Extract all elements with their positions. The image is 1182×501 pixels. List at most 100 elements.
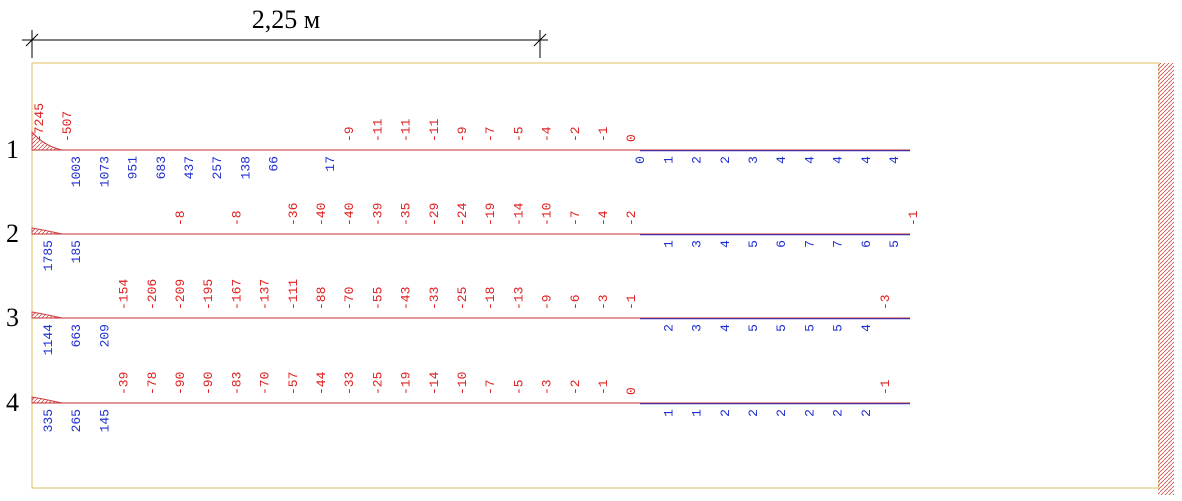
positive-value: 4 [831,156,846,164]
positive-value: 145 [97,409,112,432]
positive-value: 1 [661,409,676,417]
negative-value: -39 [370,203,385,226]
positive-value: 683 [154,156,169,179]
positive-value: 4 [774,156,789,164]
positive-value: 1 [661,156,676,164]
negative-value: -7 [568,210,583,226]
negative-value: -11 [427,118,442,142]
positive-value: 2 [802,409,817,417]
negative-value: -10 [455,372,470,395]
negative-value: -57 [286,372,301,395]
positive-value: 951 [126,156,141,180]
positive-value: 185 [69,240,84,263]
negative-value: -70 [342,287,357,310]
negative-value: -1 [596,126,611,142]
negative-value: -209 [173,279,188,310]
negative-value: 0 [624,387,639,395]
negative-value: -19 [483,203,498,226]
positive-value: 3 [690,324,705,332]
negative-value: -9 [342,126,357,142]
positive-value: 437 [182,156,197,179]
negative-value: -9 [540,294,555,310]
negative-value: -8 [229,210,244,226]
positive-value: 66 [267,156,282,172]
negative-value: -55 [370,287,385,310]
dimension [22,30,548,58]
negative-value: -2 [624,210,639,226]
negative-value: -36 [286,203,301,226]
stress-shape [31,227,63,235]
negative-value: -3 [878,294,893,310]
negative-value: -14 [427,371,442,395]
stress-shape [31,311,63,319]
wall-hatch [1158,63,1174,495]
negative-value: -35 [399,203,414,226]
positive-value: 5 [746,240,761,248]
positive-value: 1073 [97,156,112,187]
positive-value: 1 [690,409,705,417]
negative-value: -137 [258,279,273,310]
positive-value: 5 [746,324,761,332]
positive-value: 4 [802,156,817,164]
negative-value: -11 [399,118,414,142]
positive-value: 4 [718,240,733,248]
positive-value: 1 [661,240,676,248]
negative-value: -33 [342,372,357,395]
negative-value: -1 [878,379,893,395]
positive-value: 5 [802,324,817,332]
negative-value: -19 [399,372,414,395]
positive-value: 6 [774,240,789,248]
negative-value: -1 [906,210,921,226]
negative-value: -195 [201,279,216,310]
positive-value: 2 [718,409,733,417]
negative-value: -5 [511,126,526,142]
positive-value: 4 [859,324,874,332]
negative-value: -167 [229,279,244,310]
positive-value: 5 [887,240,902,248]
positive-value: 4 [718,324,733,332]
negative-value: -111 [286,279,301,310]
negative-value: -7 [483,379,498,395]
positive-value: 5 [774,324,789,332]
negative-value: -29 [427,203,442,226]
negative-value: -24 [455,202,470,226]
negative-value: -206 [145,279,160,310]
negative-value: -40 [314,203,329,226]
dimension-label: 2,25 м [252,5,320,34]
negative-value: -154 [117,279,132,310]
positive-value: 663 [69,324,84,347]
positive-value: 2 [690,156,705,164]
negative-value: -25 [370,372,385,395]
positive-value: 1785 [41,240,56,271]
row-label: 4 [6,388,19,417]
row-label: 1 [6,135,19,164]
positive-value: 17 [323,156,338,172]
positive-value: 1144 [41,324,56,355]
negative-value: -33 [427,287,442,310]
stress-shape [31,396,63,404]
negative-value: -13 [511,287,526,310]
negative-value: -40 [342,203,357,226]
row-label: 3 [6,303,19,332]
negative-value: -11 [370,118,385,142]
negative-value: -70 [258,372,273,395]
positive-value: 0 [633,156,648,164]
negative-value: -7 [483,126,498,142]
positive-value: 209 [97,324,112,347]
negative-value: -83 [229,372,244,395]
negative-value: -2 [568,126,583,142]
positive-value: 4 [887,156,902,164]
negative-value: -25 [455,287,470,310]
negative-value: -44 [314,371,329,395]
negative-value: -4 [596,210,611,226]
negative-value: -18 [483,287,498,310]
negative-value: 0 [624,134,639,142]
positive-value: 2 [859,409,874,417]
positive-value: 2 [661,324,676,332]
negative-value: -78 [145,372,160,395]
positive-value: 2 [746,409,761,417]
negative-value: -14 [511,202,526,226]
positive-value: 2 [831,409,846,417]
positive-value: 138 [238,156,253,179]
